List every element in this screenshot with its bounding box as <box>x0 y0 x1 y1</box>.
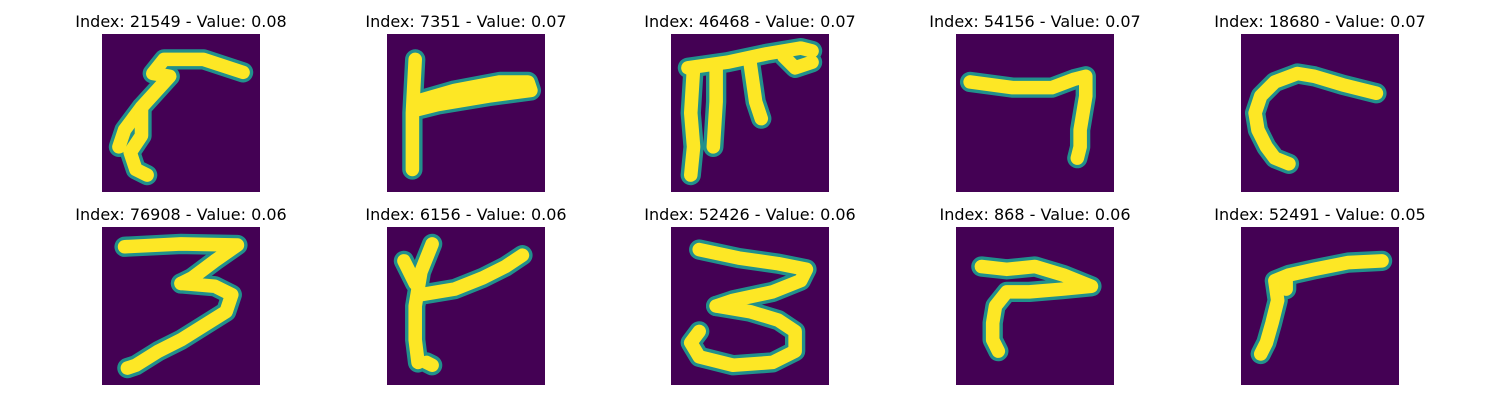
glyph-stroke <box>959 66 1096 169</box>
panel-title: Index: 76908 - Value: 0.06 <box>75 205 287 224</box>
glyph-stroke <box>1244 63 1387 174</box>
panel-title: Index: 54156 - Value: 0.07 <box>929 12 1141 31</box>
panel-title: Index: 52491 - Value: 0.05 <box>1214 205 1426 224</box>
panel-title: Index: 21549 - Value: 0.08 <box>75 12 287 31</box>
handwritten-glyph-image <box>1241 34 1399 192</box>
glyph-stroke <box>393 233 533 376</box>
image-background <box>956 227 1114 385</box>
panel-title: Index: 868 - Value: 0.06 <box>939 205 1131 224</box>
glyph-stroke <box>1250 250 1393 365</box>
panel-title: Index: 46468 - Value: 0.07 <box>644 12 856 31</box>
handwritten-glyph-image <box>102 34 260 192</box>
glyph-stroke <box>108 49 254 186</box>
glyph-stroke <box>402 49 542 180</box>
image-background <box>1241 34 1399 192</box>
handwritten-glyph-image <box>387 34 545 192</box>
panel-title: Index: 7351 - Value: 0.07 <box>365 12 567 31</box>
handwritten-glyph-image <box>387 227 545 385</box>
panel-title: Index: 18680 - Value: 0.07 <box>1214 12 1426 31</box>
handwritten-glyph-image <box>102 227 260 385</box>
panel-title: Index: 6156 - Value: 0.06 <box>365 205 567 224</box>
glyph-stroke <box>971 256 1102 362</box>
handwritten-glyph-image <box>671 34 829 192</box>
handwritten-glyph-image <box>1241 227 1399 385</box>
panel-title: Index: 52426 - Value: 0.06 <box>644 205 856 224</box>
handwritten-glyph-image <box>671 227 829 385</box>
glyph-stroke <box>680 239 817 376</box>
handwritten-glyph-image <box>956 227 1114 385</box>
handwritten-glyph-image <box>956 34 1114 192</box>
glyph-stroke <box>677 37 823 186</box>
glyph-stroke <box>114 233 248 379</box>
